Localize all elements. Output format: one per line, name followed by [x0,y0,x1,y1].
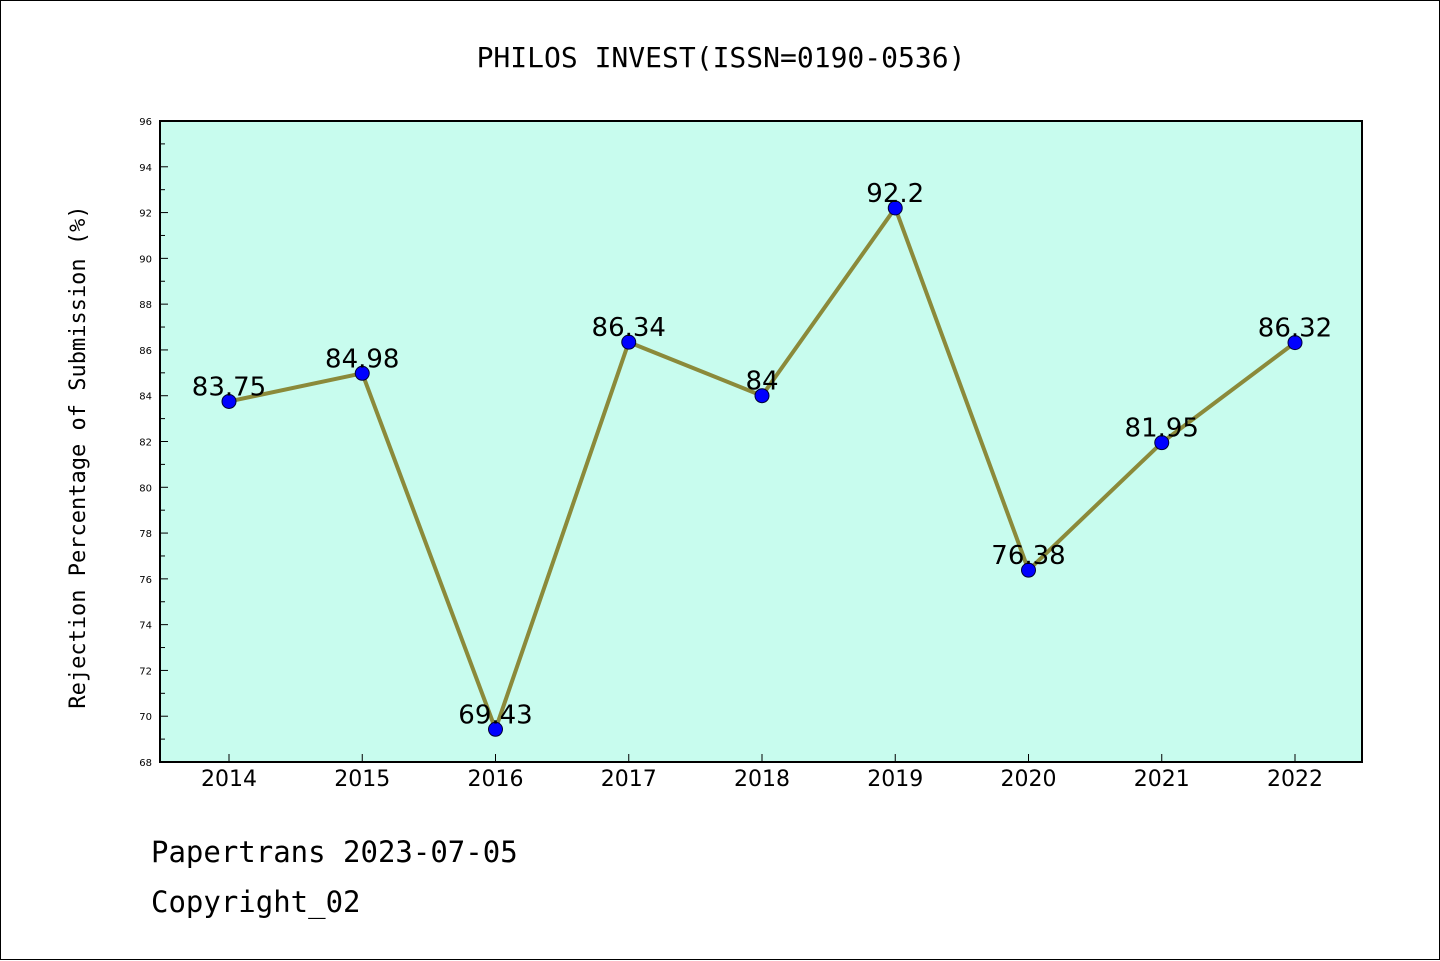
y-tick-label: 74 [139,621,152,632]
y-tick-label: 88 [139,300,152,311]
footer-date-line: Papertrans 2023-07-05 [151,835,518,869]
data-point [1154,435,1170,451]
data-label: 76.38 [991,541,1065,571]
y-tick-label: 84 [139,392,152,403]
y-tick-label: 94 [139,163,152,174]
x-tick-label: 2019 [867,767,923,792]
data-point [1287,335,1303,351]
x-tick-label: 2017 [601,767,657,792]
y-tick-label: 80 [139,483,152,494]
y-tick-label: 76 [139,575,152,586]
y-axis: 68 70 72 74 76 78 80 82 84 86 88 90 92 94 96 [139,117,168,769]
data-point [1021,562,1036,578]
x-tick-label: 2020 [1001,767,1057,792]
data-point [354,365,370,381]
data-label: 86.32 [1258,314,1332,344]
data-label: 83.75 [192,372,266,402]
y-tick-label: 72 [139,666,152,677]
y-tick-label: 96 [139,117,152,128]
footer-copyright-line: Copyright_02 [151,885,361,919]
y-tick-label: 90 [139,254,152,265]
data-labels: 83.75 84.98 69.43 86.34 84 92.2 76.38 81.95 86.3… [192,179,1332,730]
data-point [754,388,770,404]
y-tick-label: 86 [139,346,152,357]
x-tick-label: 2015 [334,767,390,792]
y-tick-label: 78 [139,529,152,540]
data-label: 81.95 [1125,414,1199,444]
data-label: 69.43 [458,700,532,730]
data-points [221,200,1303,737]
x-tick-label: 2014 [201,767,257,792]
y-tick-label: 92 [139,209,152,220]
y-tick-label: 82 [139,438,152,449]
data-point [488,721,503,737]
y-tick-label: 70 [139,712,152,723]
chart-title: PHILOS INVEST(ISSN=0190-0536) [477,41,966,74]
data-label: 86.34 [592,313,666,343]
data-point [621,334,637,350]
data-point [221,393,237,409]
data-label: 92.2 [866,179,924,209]
x-axis: 2014 2015 2016 2017 2018 2019 2020 2021 2022 [201,754,1323,792]
x-tick-label: 2022 [1267,767,1323,792]
x-tick-label: 2018 [734,767,790,792]
data-label: 84.98 [325,344,399,374]
data-point [887,200,903,216]
x-tick-label: 2021 [1134,767,1190,792]
y-tick-label: 68 [139,758,152,769]
y-axis-label: Rejection Percentage of Submission (%) [66,205,91,708]
x-tick-label: 2016 [468,767,524,792]
data-label: 84 [745,367,778,397]
